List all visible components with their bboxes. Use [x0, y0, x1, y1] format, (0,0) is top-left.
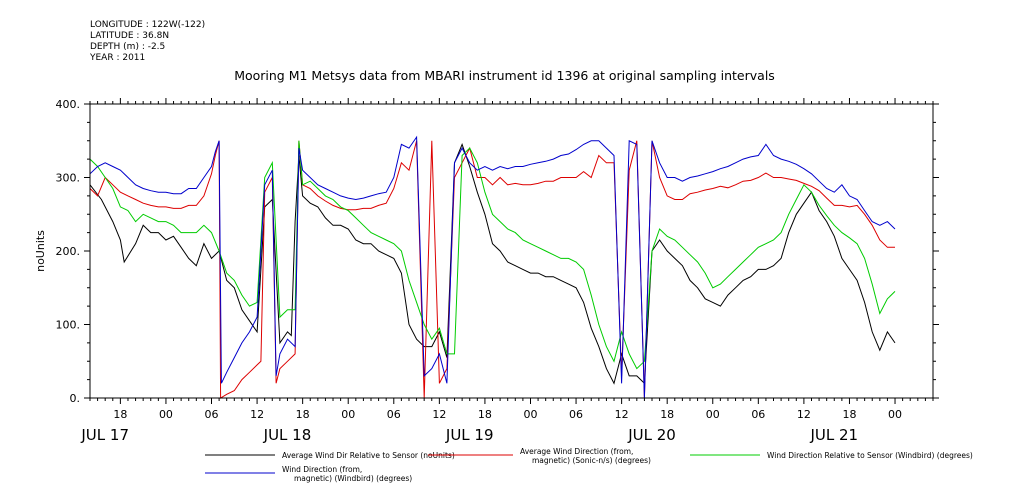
x-tick-label: 00 [341, 408, 355, 421]
series-line-3 [89, 140, 896, 370]
metadata-block: LONGITUDE : 122W(-122) LATITUDE : 36.8N … [90, 20, 205, 64]
series-line-1 [89, 142, 896, 385]
axes-layer: 0. 100. 200. 300. 400. 18 00 06 12 18 00 06 12 18 00 06… [56, 98, 939, 444]
x-tick-label: 00 [523, 408, 537, 421]
latitude-text: LATITUDE : 36.8N [90, 31, 170, 41]
y-tick-label: 400. [56, 98, 81, 111]
x-tick-label: 00 [888, 408, 902, 421]
x-day-label: JUL 21 [809, 426, 858, 444]
x-tick-label: 18 [660, 408, 674, 421]
x-tick-label: 12 [615, 408, 629, 421]
year-text: YEAR : 2011 [90, 53, 146, 63]
x-tick-label: 00 [159, 408, 173, 421]
x-tick-label: 18 [842, 408, 856, 421]
y-tick-label: 0. [70, 392, 81, 405]
series-line-4 [89, 135, 896, 399]
y-axis-label: noUnits [34, 230, 47, 272]
legend: Average Wind Dir Relative to Sensor (noU… [205, 447, 973, 483]
x-tick-label: 06 [569, 408, 583, 421]
chart-title: Mooring M1 Metsys data from MBARI instru… [234, 68, 775, 83]
x-tick-label: 12 [797, 408, 811, 421]
y-tick-label: 200. [56, 245, 81, 258]
x-tick-label: 06 [205, 408, 219, 421]
x-tick-label: 18 [296, 408, 310, 421]
legend-label-1: Average Wind Dir Relative to Sensor (noU… [282, 451, 455, 460]
legend-label-2: Average Wind Direction (from, [520, 447, 633, 456]
y-tick-label: 100. [56, 319, 81, 332]
x-day-label: JUL 18 [263, 426, 312, 444]
legend-label-2: magnetic) (Sonic-n/s) (degrees) [532, 456, 651, 465]
longitude-text: LONGITUDE : 122W(-122) [90, 20, 206, 30]
legend-label-4: Wind Direction (from, [282, 465, 362, 474]
x-tick-label: 06 [751, 408, 765, 421]
x-tick-label: 00 [706, 408, 720, 421]
series-layer [89, 135, 896, 399]
legend-label-3: Wind Direction Relative to Sensor (Windb… [767, 451, 973, 460]
x-tick-label: 06 [387, 408, 401, 421]
series-line-2 [89, 140, 895, 399]
x-tick-label: 12 [432, 408, 446, 421]
legend-label-4: magnetic) (Windbird) (degrees) [294, 474, 412, 483]
x-day-label: JUL 19 [445, 426, 494, 444]
y-tick-label: 300. [56, 172, 81, 185]
x-day-label: JUL 17 [80, 426, 129, 444]
x-day-label: JUL 20 [627, 426, 676, 444]
x-tick-label: 18 [113, 408, 127, 421]
x-tick-label: 12 [250, 408, 264, 421]
x-tick-label: 18 [478, 408, 492, 421]
depth-text: DEPTH (m) : -2.5 [90, 42, 166, 52]
